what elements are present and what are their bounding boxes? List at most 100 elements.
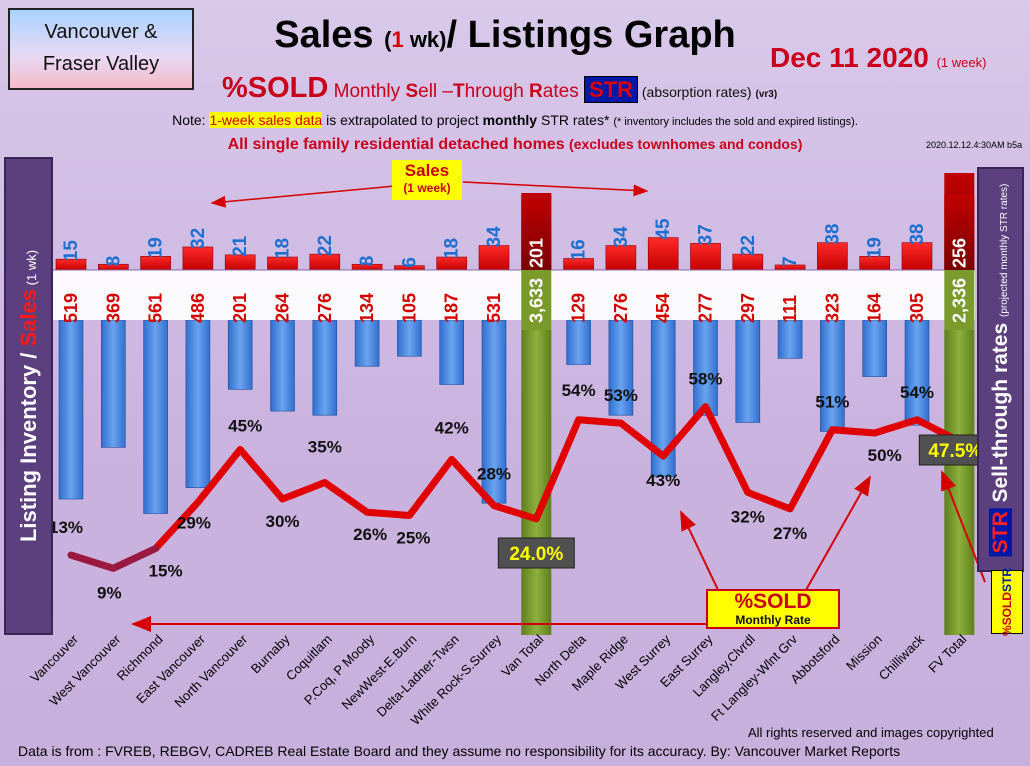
sales-label: 21	[230, 235, 251, 257]
inventory-bar	[101, 319, 126, 448]
pct-label: 15%	[149, 562, 183, 581]
right-axis-part-a: Sell-through rates	[988, 316, 1012, 508]
pct-label: 58%	[688, 370, 722, 389]
inventory-label: 276	[315, 293, 335, 323]
inventory-label: 201	[230, 293, 250, 323]
sales-label: 16	[569, 239, 590, 260]
region-line-1: Vancouver &	[44, 21, 158, 43]
sales-bar	[182, 246, 214, 271]
total-label-bg	[944, 270, 975, 330]
total-pct-bg	[497, 537, 575, 569]
inventory-label: 277	[696, 293, 716, 323]
note-highlight: 1-week sales data	[209, 112, 323, 128]
subtitle: %SOLD Monthly Sell –Through Rates STR (a…	[222, 72, 777, 105]
category-label: North Vancouver	[171, 631, 250, 710]
inventory-bar	[693, 319, 718, 416]
sold-rate-callout: %SOLD Monthly Rate	[706, 589, 840, 629]
date-suffix: (1 week)	[936, 55, 987, 70]
sales-callout: Sales (1 week)	[392, 160, 462, 200]
note-line-2: All single family residential detached h…	[0, 136, 1030, 154]
inventory-bar	[58, 319, 84, 500]
sales-label: 38	[822, 223, 843, 244]
inventory-label: 561	[146, 293, 166, 323]
sales-label: 34	[484, 226, 505, 248]
subtitle-str-badge: STR	[583, 76, 638, 103]
subtitle-part-g: R	[529, 81, 543, 102]
left-axis-banner: Listing Inventory / Sales (1 wk)	[4, 157, 53, 635]
note2-part-a: All single family residential detached h…	[227, 136, 570, 153]
sales-label: 38	[907, 223, 928, 244]
sales-label: 18	[442, 238, 463, 259]
inventory-label: 2,336	[949, 278, 969, 323]
sales-bar	[901, 242, 933, 271]
source-text: Data is from : FVREB, REBGV, CADREB Real…	[18, 743, 901, 759]
category-label: FV Total	[925, 631, 969, 675]
sales-label: 256	[949, 238, 969, 268]
pct-label: 26%	[353, 525, 387, 544]
sales-label: 8	[357, 256, 378, 267]
pct-label: 29%	[177, 513, 211, 532]
inventory-label: 276	[611, 293, 631, 323]
pct-label: 9%	[97, 583, 122, 602]
inventory-label: 369	[103, 293, 123, 323]
pct-label: 28%	[477, 465, 511, 484]
total-inventory-bar	[944, 330, 975, 635]
page-title: Sales (1 wk)/ Listings Graph	[0, 14, 1010, 57]
sales-label: 6	[399, 257, 420, 268]
note-part-b: is extrapolated to project	[322, 112, 483, 128]
inventory-label: 323	[822, 293, 842, 323]
total-inventory-bar	[521, 330, 552, 635]
total-sales-bg	[944, 195, 975, 270]
right-axis-part-b: (projected monthly STR rates)	[998, 183, 1010, 317]
left-axis-part-a: Listing Inventory	[15, 358, 41, 543]
sold-arrow-right	[805, 475, 871, 591]
copyright-text: All rights reserved and images copyright…	[748, 725, 994, 740]
inventory-bar	[608, 319, 634, 416]
sold-arrow-up	[680, 510, 719, 591]
note-part-c: monthly	[482, 112, 538, 128]
subtitle-part-e: T	[452, 81, 465, 102]
sales-callout-sub: (1 week)	[403, 181, 451, 195]
subtitle-part-b: Monthly	[328, 81, 406, 102]
left-axis-part-c: Sales	[15, 288, 41, 347]
sold-rate-title: %SOLD	[734, 590, 812, 613]
subtitle-part-c: S	[405, 81, 419, 102]
inventory-bar	[862, 319, 888, 377]
sales-label: 45	[653, 218, 674, 240]
pct-label: 54%	[900, 383, 934, 402]
inventory-bar	[439, 319, 465, 385]
pct-label: 32%	[731, 507, 765, 526]
sales-label: 7	[780, 256, 801, 267]
inventory-bar	[143, 319, 168, 514]
pct-label: 45%	[228, 417, 262, 436]
sales-label: 22	[738, 235, 759, 256]
sales-arrow-left	[210, 185, 396, 208]
category-label: NewWest-E.Burn	[339, 632, 420, 713]
title-part-c: 1	[391, 27, 404, 52]
date-text: Dec 11 2020	[770, 42, 929, 73]
sales-label: 34	[611, 226, 632, 248]
inventory-label: 187	[442, 293, 462, 323]
sold-rate-sub: Monthly Rate	[735, 613, 811, 627]
sales-callout-title: Sales	[404, 161, 450, 180]
inventory-label: 111	[780, 295, 800, 323]
sales-bar	[478, 245, 510, 271]
region-line-2: Fraser Valley	[42, 53, 160, 75]
note-part-e: (* inventory includes the sold and expir…	[613, 116, 858, 128]
pct-label: 43%	[646, 471, 680, 490]
pct-label: 51%	[815, 393, 849, 412]
pct-label: 53%	[604, 386, 638, 405]
sales-label: 22	[315, 235, 336, 256]
sales-bar	[817, 242, 848, 271]
inventory-label: 305	[907, 293, 927, 323]
right-axis-banner: STR Sell-through rates (projected monthl…	[977, 167, 1024, 572]
inventory-bar	[735, 319, 761, 423]
inventory-label: 297	[738, 293, 758, 323]
inventory-label: 134	[357, 293, 377, 323]
inventory-label: 105	[399, 293, 419, 323]
pct-label: 35%	[308, 438, 342, 457]
title-part-b: (	[384, 27, 392, 52]
inventory-label: 519	[61, 293, 81, 323]
inventory-bar	[354, 319, 380, 367]
title-part-a: Sales	[274, 14, 385, 56]
